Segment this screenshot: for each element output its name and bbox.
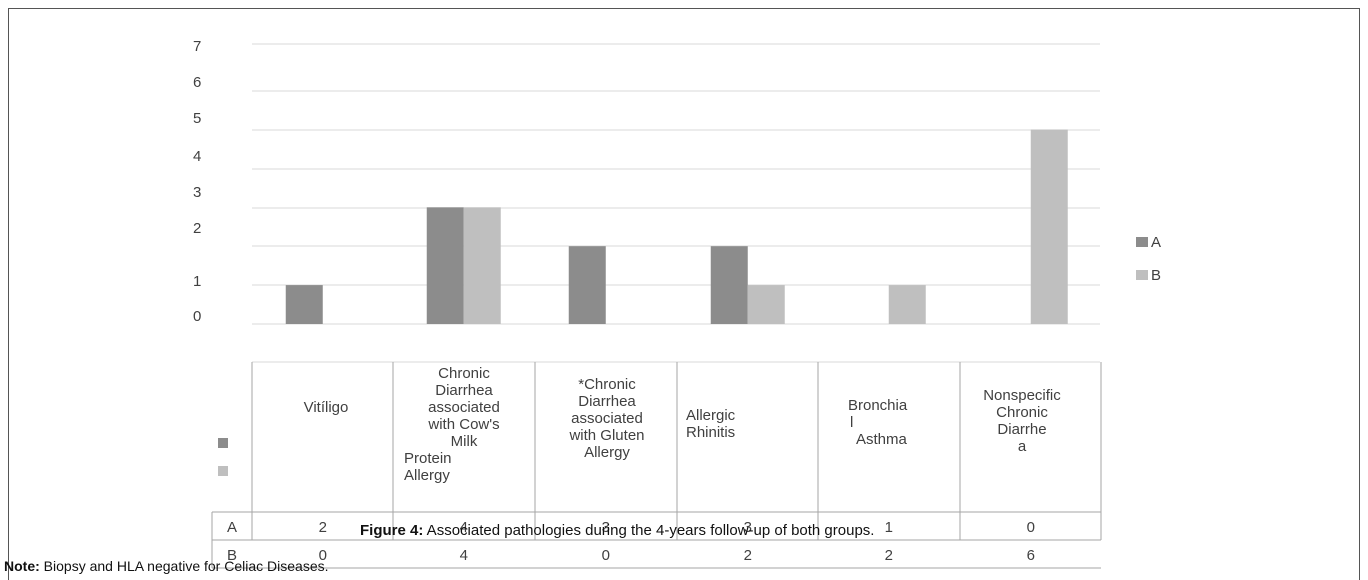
y-tick-label: 1 [193, 273, 201, 290]
caption-text: Associated pathologies during the 4-year… [423, 522, 875, 539]
note-prefix: Note: [4, 558, 40, 574]
table-cell-value: 0 [319, 547, 327, 564]
category-label: *Chronic Diarrhea associated with Gluten All… [568, 376, 644, 461]
table-swatch-b [218, 466, 228, 476]
bar-a [426, 207, 464, 324]
category-label: Chronic Diarrhea associated with Cow's Milk P… [404, 365, 500, 484]
table-row-header: A [227, 519, 237, 536]
legend-swatch-b [1136, 270, 1148, 280]
gridlines [252, 43, 1100, 363]
table-cell-value: 4 [460, 547, 468, 564]
y-tick-label: 4 [193, 148, 201, 165]
caption-prefix: Figure 4: [360, 522, 424, 539]
bar-a [568, 246, 606, 324]
bar-b [747, 285, 785, 324]
category-label: Bronchia lAsthma [848, 397, 908, 448]
legend-label: A [1151, 234, 1161, 251]
table-cell-value: 2 [885, 547, 893, 564]
legend-swatch-a [1136, 237, 1148, 247]
y-tick-label: 2 [193, 220, 201, 237]
note-text: Biopsy and HLA negative for Celiac Disea… [39, 558, 329, 574]
y-axis-tick-labels: 7 6 5 4 3 2 1 0 [193, 38, 201, 325]
y-tick-label: 7 [193, 38, 201, 55]
table-cell-value: 6 [1027, 547, 1035, 564]
data-table: Vitíligo Chronic Diarrhea associated with Co… [211, 362, 1102, 569]
legend: AB [1136, 234, 1161, 284]
y-tick-label: 5 [193, 110, 201, 127]
figure-note: Note: Biopsy and HLA negative for Celiac… [4, 558, 329, 574]
bar-a [710, 246, 748, 324]
table-row-header: B [227, 547, 237, 564]
table-cell-value: 1 [885, 519, 893, 536]
category-label: Vitíligo [304, 399, 349, 416]
bar-a [285, 285, 323, 324]
y-tick-label: 0 [193, 308, 201, 325]
bar-b [1030, 129, 1068, 324]
y-tick-label: 3 [193, 184, 201, 201]
table-swatch-a [218, 438, 228, 448]
table-cell-value: 0 [602, 547, 610, 564]
table-cell-value: 2 [319, 519, 327, 536]
table-cell-value: 0 [1027, 519, 1035, 536]
category-label: Nonspecific Chronic Diarrhe a [983, 387, 1061, 455]
y-tick-label: 6 [193, 74, 201, 91]
bar-b [463, 207, 501, 324]
bars [285, 129, 1068, 324]
legend-label: B [1151, 267, 1161, 284]
table-cell-value: 2 [744, 547, 752, 564]
figure-frame [8, 8, 1360, 580]
bar-b [888, 285, 926, 324]
table-cell-value: 3 [744, 519, 752, 536]
category-label: Allergic Rhinitis [686, 407, 736, 441]
table-cell-value: 3 [602, 519, 610, 536]
table-cell-value: 4 [460, 519, 468, 536]
figure-caption: Figure 4: Associated pathologies during … [360, 522, 874, 539]
